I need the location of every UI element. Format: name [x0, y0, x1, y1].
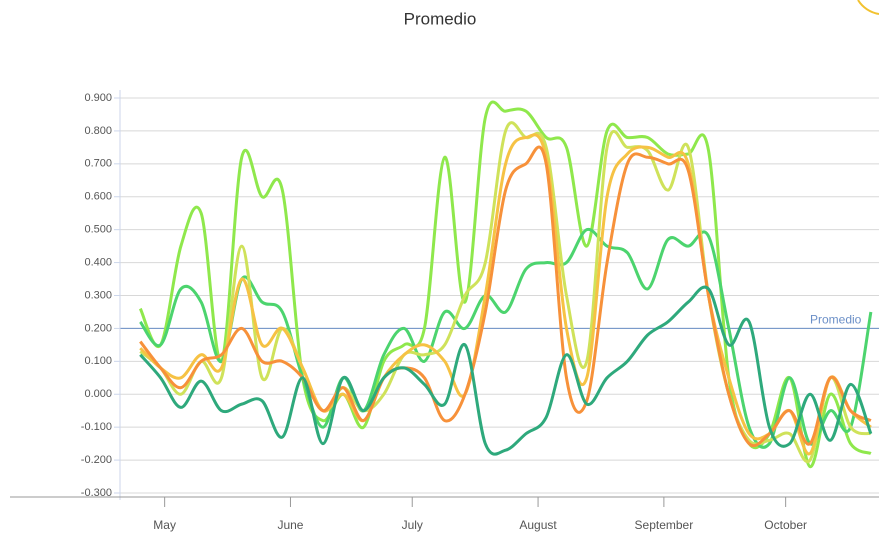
series-group	[138, 100, 873, 469]
y-tick-label: -0.200	[81, 454, 112, 466]
x-tick-label: August	[519, 518, 557, 532]
y-tick-label: 0.000	[84, 388, 112, 400]
x-tick-label: October	[764, 518, 807, 532]
y-tick-label: 0.200	[84, 322, 112, 334]
y-tick-label: 0.400	[84, 256, 112, 268]
x-tick-label: May	[153, 518, 176, 532]
y-tick-label: 0.800	[84, 125, 112, 137]
series-line	[139, 145, 872, 448]
y-tick-label: 0.600	[84, 191, 112, 203]
y-tick-label: 0.500	[84, 224, 112, 236]
corner-decoration	[857, 0, 879, 15]
series-line	[139, 133, 872, 456]
y-tick-label: -0.300	[81, 487, 112, 499]
chart-title: Promedio	[404, 9, 477, 28]
x-tick-label: September	[635, 518, 694, 532]
y-tick-label: -0.100	[81, 421, 112, 433]
y-tick-label: 0.100	[84, 355, 112, 367]
y-tick-label: 0.700	[84, 158, 112, 170]
x-tick-label: June	[277, 518, 303, 532]
y-tick-label: 0.300	[84, 289, 112, 301]
x-tick-label: July	[402, 518, 423, 532]
series-line	[139, 285, 873, 456]
axes: -0.300 -0.200 -0.100 0.000 0.100 0.200 0.300 0.…	[10, 90, 879, 532]
y-tick-label: 0.900	[84, 92, 112, 104]
plot-line-label: Promedio	[810, 313, 862, 327]
